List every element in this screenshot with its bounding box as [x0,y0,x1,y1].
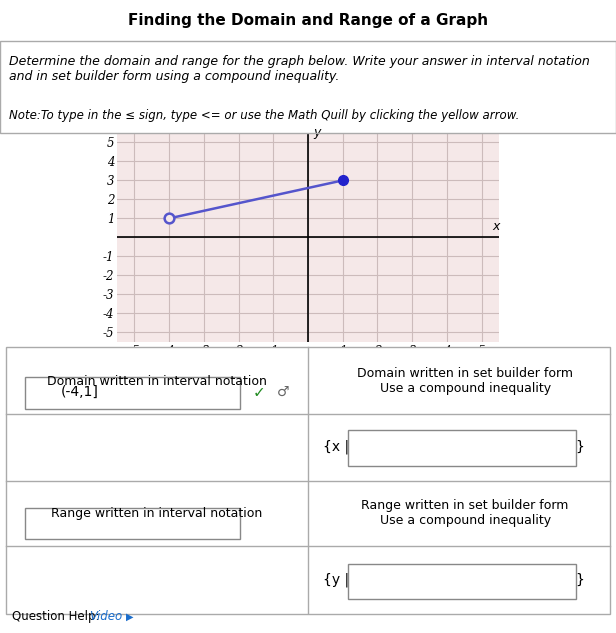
Text: Range written in interval notation: Range written in interval notation [52,507,262,520]
Text: Domain written in set builder form
Use a compound inequality: Domain written in set builder form Use a… [357,367,573,395]
Text: (-4,1]: (-4,1] [61,385,99,399]
Text: Video: Video [89,610,123,623]
Text: {y |: {y | [323,573,349,587]
Text: x: x [492,220,500,233]
Text: }: } [575,439,584,454]
Bar [25,508,240,539]
Text: ♂: ♂ [277,385,290,399]
Text: Range written in set builder form
Use a compound inequality: Range written in set builder form Use a … [362,499,569,527]
Bar [348,430,576,466]
Text: ▶: ▶ [126,611,134,622]
Text: ✓: ✓ [253,385,265,399]
Text: Submit Question: Submit Question [14,614,131,627]
Text: }: } [575,573,584,587]
Text: Question Help:: Question Help: [12,610,100,623]
Text: Determine the domain and range for the graph below. Write your answer in interva: Determine the domain and range for the g… [9,56,590,84]
Bar [348,563,576,599]
Text: Domain written in interval notation: Domain written in interval notation [47,375,267,388]
Text: Note:To type in the ≤ sign, type <= or use the Math Quill by clicking the yellow: Note:To type in the ≤ sign, type <= or u… [9,109,520,122]
Text: y: y [313,125,320,139]
Text: Finding the Domain and Range of a Graph: Finding the Domain and Range of a Graph [128,13,488,28]
Bar [25,377,240,408]
Text: {x |: {x | [323,439,349,454]
